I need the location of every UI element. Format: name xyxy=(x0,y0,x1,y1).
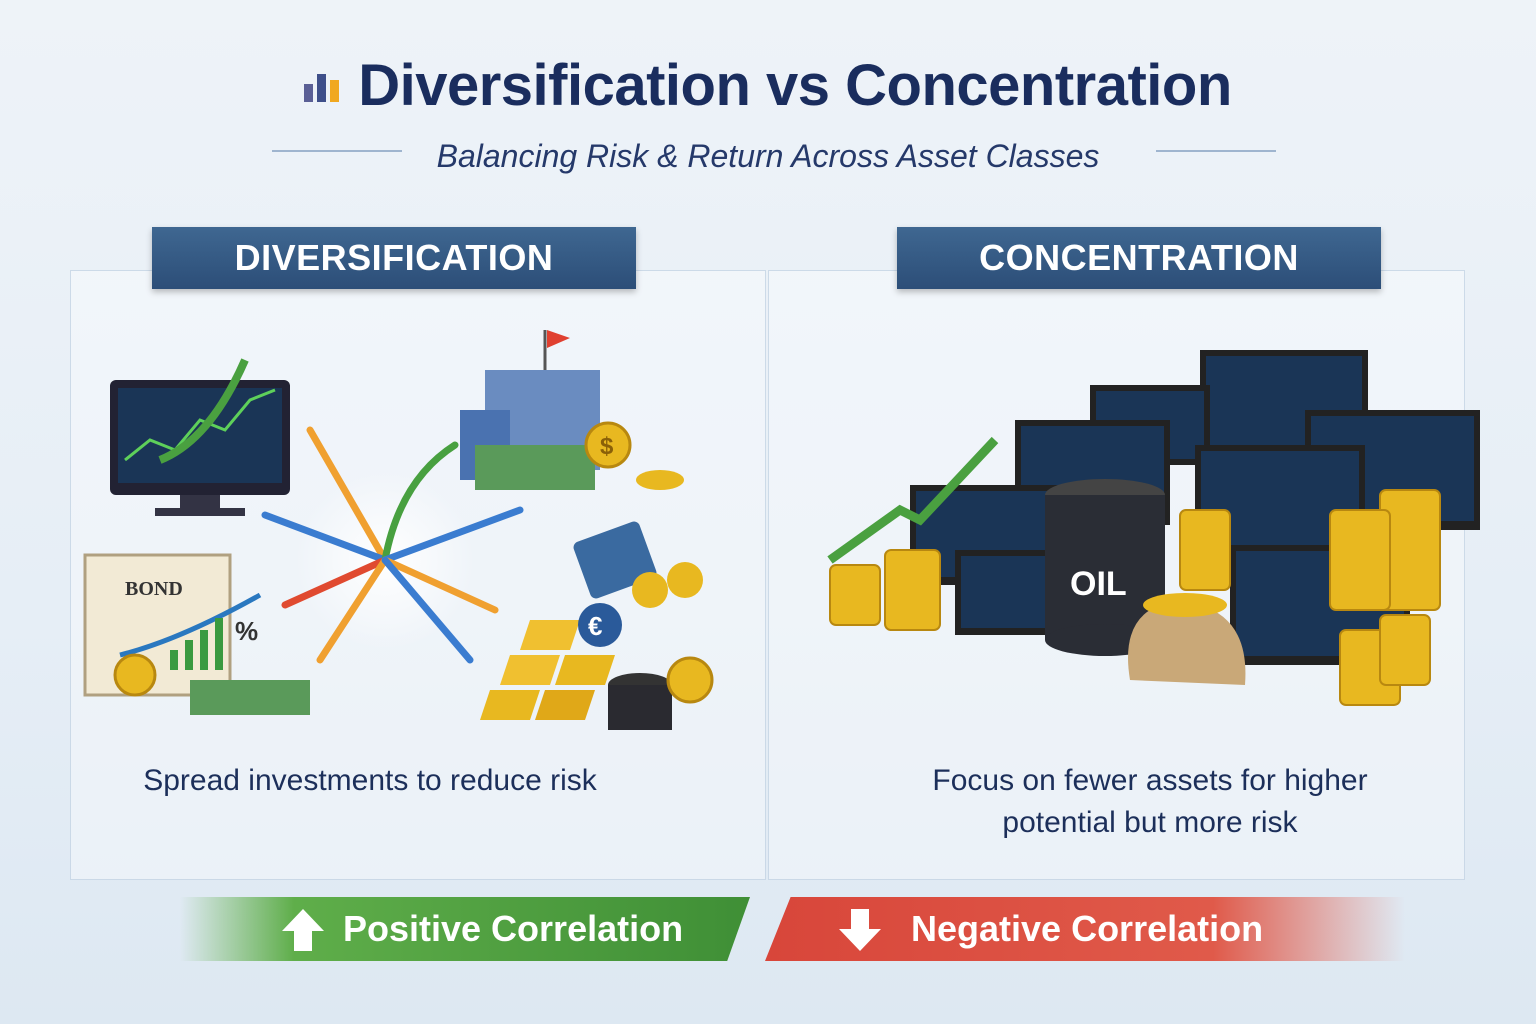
arrow-down-icon xyxy=(839,909,881,951)
concentration-caption-line2: potential but more risk xyxy=(1002,806,1298,839)
diversification-caption: Spread investments to reduce risk xyxy=(143,764,597,797)
svg-text:OIL: OIL xyxy=(1070,565,1127,603)
gold-sack-icon xyxy=(1128,593,1246,685)
svg-text:$: $ xyxy=(600,433,614,460)
arrow-up-icon xyxy=(282,909,324,951)
negative-correlation-banner: Negative Correlation xyxy=(765,897,1405,961)
diversification-illustration: $ BOND% € xyxy=(83,330,714,730)
arrows xyxy=(261,426,524,664)
gold-bars-icon: € xyxy=(480,521,714,730)
growth-arrow xyxy=(827,436,999,564)
diversification-heading: DIVERSIFICATION xyxy=(152,227,636,289)
svg-text:BOND: BOND xyxy=(125,578,183,600)
subtitle: Balancing Risk & Return Across Asset Cla… xyxy=(436,138,1100,174)
concentration-heading: CONCENTRATION xyxy=(897,227,1381,289)
concentration-caption-line1: Focus on fewer assets for higher xyxy=(932,764,1368,797)
page-title: Diversification vs Concentration xyxy=(0,52,1536,119)
negative-correlation-label: Negative Correlation xyxy=(911,908,1264,949)
concentration-illustration: OIL xyxy=(827,350,1480,706)
positive-correlation-label: Positive Correlation xyxy=(343,908,684,949)
monitor-icon xyxy=(110,358,290,516)
bank-building-icon: $ xyxy=(460,330,684,490)
title-text: Diversification vs Concentration xyxy=(358,53,1232,118)
divider xyxy=(1156,150,1276,152)
coin-stacks xyxy=(829,489,1441,706)
bar-chart-icon xyxy=(304,73,340,102)
svg-text:%: % xyxy=(235,616,258,646)
positive-correlation-banner: Positive Correlation xyxy=(180,897,750,961)
divider xyxy=(272,150,402,152)
bond-certificate-icon: BOND% xyxy=(83,553,310,715)
svg-text:€: € xyxy=(588,611,602,641)
